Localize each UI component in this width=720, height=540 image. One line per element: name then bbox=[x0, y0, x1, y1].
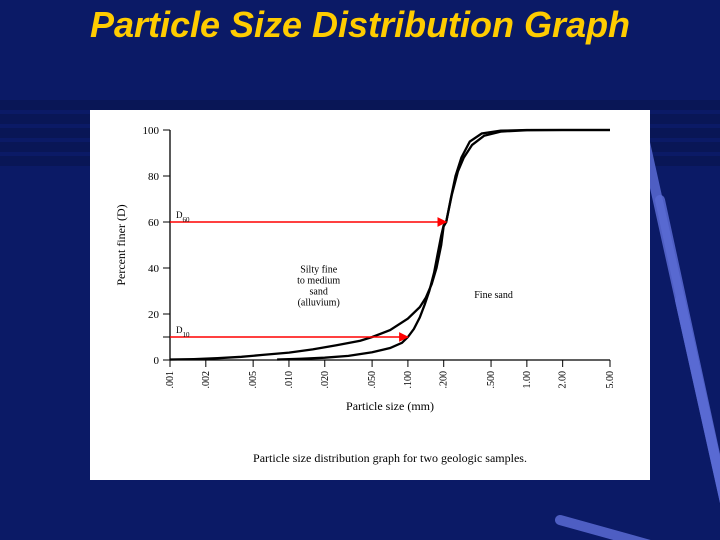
x-tick-label: .100 bbox=[403, 371, 414, 389]
x-tick-label: .010 bbox=[284, 371, 295, 389]
x-tick-label: .001 bbox=[165, 371, 176, 389]
slide-root: Particle Size Distribution Graph 0 20 40 60… bbox=[0, 0, 720, 540]
y-tick-label: 20 bbox=[148, 309, 160, 321]
x-tick-label: .002 bbox=[201, 371, 212, 389]
slide-title: Particle Size Distribution Graph bbox=[0, 4, 720, 46]
y-tick-label: 80 bbox=[148, 171, 160, 183]
x-tick-label: .020 bbox=[320, 371, 331, 389]
y-tick-label: 60 bbox=[148, 217, 160, 229]
series-0 bbox=[170, 130, 610, 360]
psd-chart: 0 20 40 60 80 100 Percent finer (D) .001 .002 .00… bbox=[90, 110, 650, 480]
chart-panel: 0 20 40 60 80 100 Percent finer (D) .001 .002 .00… bbox=[90, 110, 650, 480]
y-tick-label: 40 bbox=[148, 263, 160, 275]
x-tick-label: .200 bbox=[439, 371, 450, 389]
y-tick-label: 0 bbox=[154, 355, 160, 367]
x-tick-label: .005 bbox=[248, 371, 259, 389]
series-1 bbox=[277, 130, 610, 360]
x-tick-label: .500 bbox=[486, 371, 497, 389]
y-tick-label: 100 bbox=[143, 125, 160, 137]
series-label-1: Fine sand bbox=[474, 290, 513, 301]
x-tick-label: 5.00 bbox=[605, 371, 616, 389]
x-tick-label: 1.00 bbox=[522, 371, 533, 389]
series-label-0: Silty fineto mediumsand(alluvium) bbox=[297, 265, 340, 309]
x-axis-title: Particle size (mm) bbox=[346, 399, 434, 413]
x-tick-label: 2.00 bbox=[558, 371, 569, 389]
x-tick-label: .050 bbox=[367, 371, 378, 389]
y-axis-title: Percent finer (D) bbox=[114, 204, 128, 285]
chart-caption: Particle size distribution graph for two… bbox=[253, 451, 527, 465]
